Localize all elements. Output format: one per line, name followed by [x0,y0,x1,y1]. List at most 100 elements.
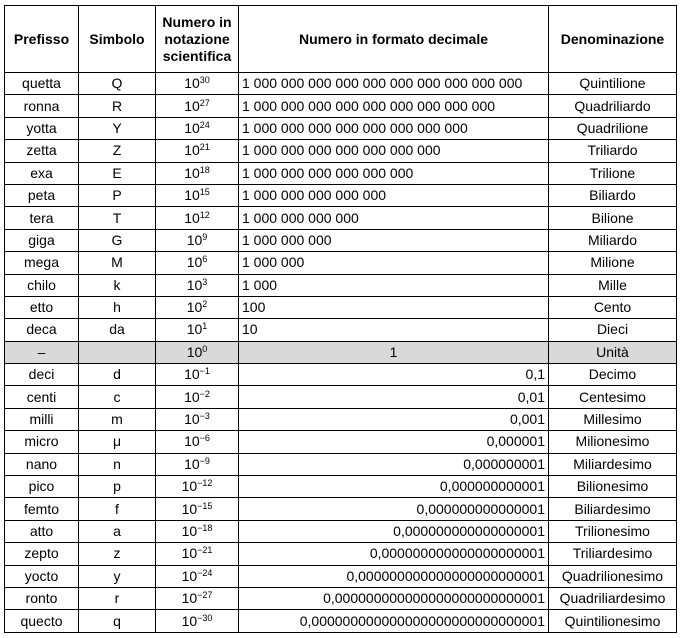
prefix-cell: zepto [4,542,79,566]
power-exponent: 6 [202,254,208,265]
decimal-cell: 1 000 000 000 000 000 [238,183,549,208]
table-row: mega M 106 1 000 000 Milione [4,251,677,275]
prefix-cell: ronna [4,94,79,118]
table-row: ronto r 10−27 0,000000000000000000000000001… [4,586,677,611]
scientific-cell: 1012 [155,206,239,230]
name-cell: Cento [548,295,677,320]
decimal-cell: 0,000000000000001 [238,497,549,521]
prefix-cell: giga [4,228,79,253]
decimal-cell: 1 000 000 [238,251,549,275]
power-exponent: −6 [199,433,210,444]
decimal-cell: 1 000 000 000 000 [238,206,549,230]
header-cell: Denominazione [548,5,677,73]
prefix-cell: atto [4,519,79,544]
prefix-cell: tera [4,206,79,230]
decimal-cell: 0,000000000000000000001 [238,542,549,566]
power-exponent: −2 [199,388,210,399]
power-base: 10 [181,478,198,495]
scientific-cell: 10−24 [155,564,239,588]
scientific-cell: 10−2 [155,385,239,409]
table-row: micro μ 10−6 0,000001 Milionesimo [4,430,677,454]
name-cell: Milione [548,251,677,275]
decimal-cell: 0,001 [238,407,549,432]
name-cell: Miliardo [548,228,677,253]
table-row: atto a 10−18 0,000000000000000001 Trilionesi… [4,519,677,544]
table-row: quecto q 10−30 0,00000000000000000000000000… [4,609,677,633]
scientific-cell: 103 [155,273,239,297]
scientific-cell: 10−12 [155,475,239,499]
power-exponent: −18 [197,523,213,533]
prefix-cell: ronto [4,586,79,611]
prefix-cell: quetta [4,71,79,96]
power-base: 10 [184,187,200,204]
power-exponent: −3 [199,411,210,422]
symbol-cell: q [78,609,156,633]
decimal-cell: 1 000 000 000 000 000 000 000 000 [238,116,549,141]
power-base: 10 [181,612,198,629]
scientific-cell: 10−30 [155,609,239,633]
prefix-cell: yotta [4,116,79,141]
symbol-cell: p [78,475,156,499]
symbol-cell: y [78,564,156,588]
decimal-cell: 0,000000000000000000000000000001 [238,609,549,633]
table-row: chilo k 103 1 000 Mille [4,273,677,297]
table-row: yocto y 10−24 0,000000000000000000000001 Qua… [4,564,677,588]
power-exponent: 1 [202,321,208,332]
name-cell: Trilione [548,161,677,185]
table-row: deca da 101 10 Dieci [4,318,677,342]
scientific-cell: 10−15 [155,497,239,521]
power-exponent: 27 [199,97,210,108]
header-cell: Simbolo [78,5,156,73]
symbol-cell: k [78,273,156,297]
prefix-cell: micro [4,430,79,454]
symbol-cell: a [78,519,156,544]
symbol-cell: Z [78,139,156,163]
scientific-cell: 10−27 [155,586,239,611]
power-exponent: −15 [197,500,213,511]
decimal-cell: 1 000 [238,273,549,297]
power-base: 10 [181,545,198,562]
symbol-cell: T [78,206,156,230]
prefix-cell: zetta [4,139,79,163]
decimal-cell: 1 000 000 000 000 000 000 000 000 000 [238,94,549,118]
power-base: 10 [186,231,203,248]
scientific-cell: 10−6 [155,430,239,454]
scientific-cell: 10−9 [155,452,239,477]
table-row: giga G 109 1 000 000 000 Miliardo [4,228,677,253]
name-cell: Biliardesimo [548,497,677,521]
power-exponent: −30 [197,612,213,623]
decimal-cell: 0,1 [238,363,549,387]
scientific-cell: 1018 [155,161,239,185]
power-base: 10 [186,299,203,316]
power-exponent: −27 [197,590,213,601]
symbol-cell: E [78,161,156,185]
name-cell: Triliardo [548,139,677,163]
prefix-cell: – [4,340,79,365]
scientific-cell: 1030 [155,71,239,96]
name-cell: Miliardesimo [548,452,677,477]
prefix-cell: yocto [4,564,79,588]
prefix-cell: deci [4,363,79,387]
power-base: 10 [181,567,198,584]
symbol-cell: da [78,318,156,342]
prefix-cell: peta [4,183,79,208]
power-base: 10 [184,388,200,405]
prefix-cell: etto [4,295,79,320]
power-base: 10 [184,75,200,92]
name-cell: Quintilionesimo [548,609,677,633]
scientific-cell: 1027 [155,94,239,118]
table-row: –100 1 Unità [4,340,677,365]
table-row: deci d 10−1 0,1 Decimo [4,363,677,387]
name-cell: Quadrilione [548,116,677,141]
scientific-cell: 100 [155,340,239,365]
decimal-cell: 1 [238,340,549,365]
scientific-cell: 10−18 [155,519,239,544]
power-exponent: 12 [199,209,210,220]
prefix-cell: centi [4,385,79,409]
table-row: peta P 1015 1 000 000 000 000 000 Biliardo [4,183,677,208]
power-exponent: −12 [197,478,213,489]
decimal-cell: 0,01 [238,385,549,409]
decimal-cell: 1 000 000 000 000 000 000 [238,161,549,185]
table-row: nano n 10−9 0,000000001 Miliardesimo [4,452,677,477]
